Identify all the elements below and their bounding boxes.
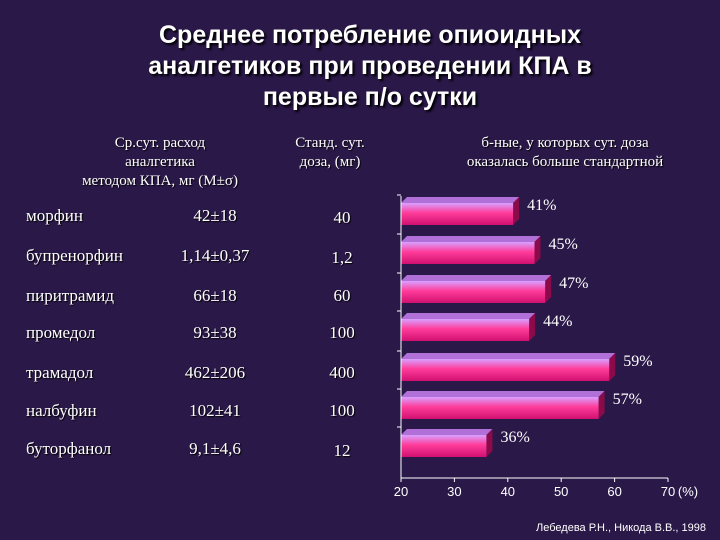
bar-top-face [401,353,616,359]
bar-3 [401,275,552,303]
bar-top-face [401,429,493,435]
bar-front-face [401,203,514,225]
bar-front-face [401,242,535,264]
x-tick-label: 40 [501,484,515,499]
bar-front-face [401,397,599,419]
mean-value: 93±38 [193,323,237,342]
bar-1 [401,197,520,225]
mean-value: 66±18 [193,286,237,305]
bar-end-face [513,197,520,225]
x-tick-label: 30 [447,484,461,499]
column-header-standard-dose: Станд. сут. доза, (мг) [270,134,390,172]
mean-value: 9,1±4,6 [189,439,241,458]
bar-front-face [401,359,610,381]
bar-data-label: 45% [549,236,578,253]
bar-data-label: 47% [559,275,588,292]
drug-label-butorphanol: буторфанол [26,439,112,458]
standard-dose-value: 400 [329,363,355,382]
bar-end-face [486,429,493,457]
bar-7 [401,429,493,457]
bar-2 [401,236,541,264]
bar-data-label: 36% [500,429,529,446]
col2-line-1: Станд. сут. [295,135,365,151]
bar-end-face [609,353,616,381]
x-tick-label: 60 [607,484,621,499]
standard-dose-value: 100 [329,401,355,420]
standard-dose-value: 12 [333,441,351,460]
bar-4 [401,313,536,341]
drug-label-tramadol: трамадол [26,363,94,382]
bar-data-label: 41% [527,197,556,214]
mean-value: 1,14±0,37 [180,246,250,265]
x-tick-label: 20 [394,484,408,499]
standard-dose-value: 60 [333,286,351,305]
bar-end-face [598,391,605,419]
column-header-patients-over-standard: б-ные, у которых сут. доза оказалась бол… [420,134,710,172]
drug-label-promedol: промедол [26,323,96,342]
bar-front-face [401,319,530,341]
col1-line-2: аналгетика [125,154,195,170]
standard-dose-value: 1,2 [331,248,353,267]
bar-top-face [401,197,520,203]
column-header-mean-consumption: Ср.сут. расход аналгетика методом КПА, м… [40,134,280,191]
standard-dose-value: 100 [329,323,355,342]
bar-data-label: 57% [613,391,642,408]
col3-line-1: б-ные, у которых сут. доза [481,135,649,151]
bar-front-face [401,435,487,457]
col2-line-2: доза, (мг) [299,154,361,170]
x-tick-label: 70 [661,484,675,499]
col3-line-2: оказалась больше стандартной [466,154,664,170]
bar-5 [401,353,616,381]
bar-top-face [401,236,541,242]
chart-title: Среднее потребление опиоидных аналгетико… [60,20,680,113]
bar-6 [401,391,605,419]
bar-top-face [401,275,552,281]
bar-end-face [534,236,541,264]
mean-value: 462±206 [184,363,246,382]
bar-end-face [529,313,536,341]
bar-end-face [545,275,552,303]
col1-line-1: Ср.сут. расход [114,135,206,151]
bar-top-face [401,391,605,397]
bar-front-face [401,281,546,303]
x-axis-unit-label: (%) [678,484,698,499]
bar-top-face [401,313,536,319]
drug-label-buprenorphine: бупренорфин [26,246,123,265]
drug-label-nalbuphine: налбуфин [26,401,97,420]
title-line-1: Среднее потребление опиоидных [159,21,581,49]
drug-label-morphine: морфин [26,206,83,225]
bar-data-label: 44% [543,313,572,330]
source-citation: Лебедева Р.Н., Никода В.В., 1998 [536,522,706,534]
bar-data-label: 59% [623,353,652,370]
col1-line-3: методом КПА, мг (M±σ) [82,173,238,189]
x-tick-label: 50 [554,484,568,499]
title-line-3: первые п/о сутки [262,83,478,111]
title-line-2: аналгетиков при проведении КПА в [148,52,592,80]
standard-dose-value: 40 [333,208,351,227]
mean-value: 42±18 [193,206,237,225]
mean-value: 102±41 [189,401,241,420]
drug-label-piritramide: пиритрамид [26,286,114,305]
